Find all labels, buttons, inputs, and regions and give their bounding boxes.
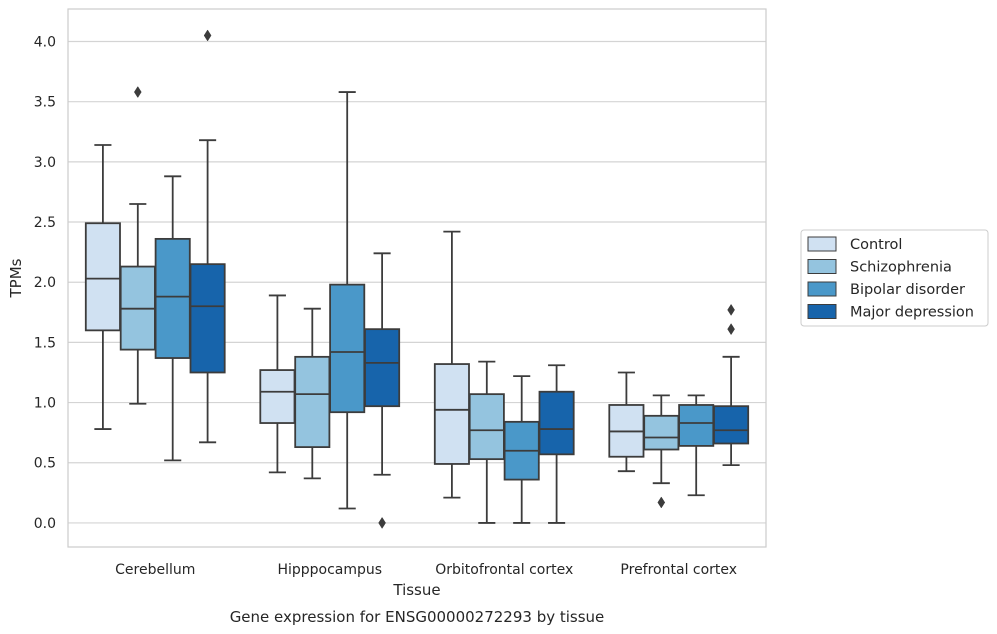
x-tick-label: Orbitofrontal cortex xyxy=(435,562,573,578)
box-body xyxy=(538,390,575,456)
box-1-1 xyxy=(294,307,331,480)
figure-caption: Gene expression for ENSG00000272293 by t… xyxy=(230,608,605,626)
box-0-3 xyxy=(608,371,645,473)
y-tick-label: 1.5 xyxy=(34,335,56,351)
legend-swatch xyxy=(807,304,837,319)
y-tick-label: 4.0 xyxy=(34,34,56,50)
y-tick-label: 0.5 xyxy=(34,456,56,472)
y-tick-label: 2.5 xyxy=(34,215,56,231)
y-tick-label: 2.0 xyxy=(34,275,56,291)
box-2-0 xyxy=(154,175,191,462)
legend-label: Bipolar disorder xyxy=(850,282,965,298)
box-3-3 xyxy=(713,303,750,467)
box-body xyxy=(364,328,401,408)
x-tick-labels: Cerebellum Hipppocampus Orbitofrontal cort… xyxy=(115,562,737,578)
box-2-2 xyxy=(503,375,540,524)
box-1-2 xyxy=(468,360,505,524)
box-body xyxy=(259,369,296,424)
outlier-point xyxy=(134,86,142,99)
legend-label: Schizophrenia xyxy=(850,260,952,276)
box-3-1 xyxy=(364,252,401,529)
box-3-0 xyxy=(189,29,226,444)
outlier-point xyxy=(727,303,735,316)
x-tick-label: Cerebellum xyxy=(115,562,195,578)
box-3-2 xyxy=(538,364,575,524)
legend-label: Major depression xyxy=(850,305,974,321)
box-body xyxy=(154,237,191,359)
plot-area-frame xyxy=(67,8,767,548)
outlier-point xyxy=(203,29,212,42)
box-body xyxy=(294,355,331,449)
box-body xyxy=(189,263,226,374)
legend-swatch xyxy=(807,259,837,274)
y-tick-label: 3.5 xyxy=(34,95,56,111)
y-tick-labels: 0.0 0.5 1.0 1.5 2.0 2.5 3.0 3.5 4.0 xyxy=(34,34,56,531)
x-tick-label: Hipppocampus xyxy=(277,562,382,578)
outlier-point xyxy=(727,323,735,336)
box-body xyxy=(713,405,750,445)
box-body xyxy=(84,222,121,332)
boxes xyxy=(84,29,750,529)
box-1-3 xyxy=(643,394,680,509)
box-0-1 xyxy=(259,294,296,474)
legend-frame xyxy=(800,229,989,327)
y-tick-label: 3.0 xyxy=(34,155,56,171)
legend: Control Schizophrenia Bipolar disorder Majo… xyxy=(800,229,989,327)
legend-label: Control xyxy=(850,237,902,253)
box-body xyxy=(329,283,366,414)
box-2-1 xyxy=(329,91,366,510)
outlier-point xyxy=(378,516,386,529)
box-body xyxy=(433,363,470,465)
y-tick-label: 1.0 xyxy=(34,396,56,412)
x-tick-label: Prefrontal cortex xyxy=(620,562,737,578)
x-axis-title: Tissue xyxy=(392,581,440,599)
box-body xyxy=(678,404,715,447)
box-1-0 xyxy=(119,86,156,405)
box-2-3 xyxy=(678,394,715,497)
legend-swatch xyxy=(807,236,837,252)
outlier-point xyxy=(657,496,666,509)
y-tick-label: 0.0 xyxy=(34,516,56,532)
box-body xyxy=(468,393,505,461)
box-body xyxy=(643,414,680,451)
box-0-2 xyxy=(433,230,470,499)
legend-swatch xyxy=(807,281,837,297)
y-axis-title: TPMs xyxy=(7,258,25,298)
box-0-0 xyxy=(84,144,121,430)
